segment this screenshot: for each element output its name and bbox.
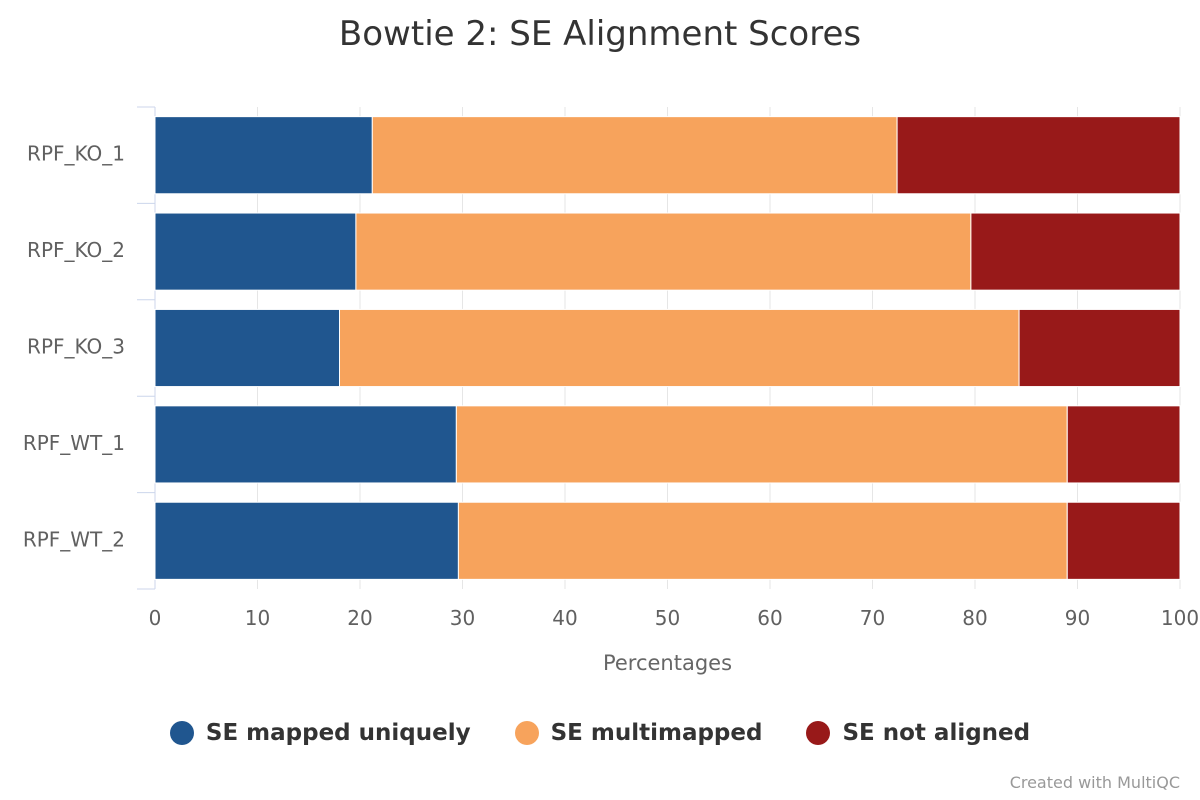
bar-segment[interactable]: [457, 501, 1068, 580]
bar-segment[interactable]: [455, 405, 1068, 484]
bar-segment[interactable]: [1066, 405, 1181, 484]
x-tick-label: 90: [1065, 606, 1090, 630]
x-tick-label: 50: [655, 606, 680, 630]
category-label: RPF_WT_1: [23, 431, 125, 455]
category-label: RPF_KO_3: [27, 335, 125, 359]
chart-title: Bowtie 2: SE Alignment Scores: [338, 14, 862, 54]
bar-segment[interactable]: [355, 212, 972, 291]
category-label: RPF_KO_2: [27, 238, 125, 262]
legend-label-multimapped: SE multimapped: [550, 720, 763, 746]
category-label: RPF_KO_1: [27, 142, 125, 166]
legend-item-multimapped[interactable]: SE multimapped: [514, 720, 763, 746]
legend-label-mapped-uniquely: SE mapped uniquely: [205, 720, 471, 746]
x-tick-label: 70: [860, 606, 885, 630]
bar-segment[interactable]: [339, 308, 1020, 388]
x-tick-label: 40: [552, 606, 577, 630]
x-tick-label: 10: [245, 606, 270, 630]
credits[interactable]: Created with MultiQC: [1009, 773, 1180, 792]
bar-segment[interactable]: [1066, 501, 1181, 580]
legend-item-mapped-uniquely[interactable]: SE mapped uniquely: [169, 720, 471, 746]
bar-segment[interactable]: [154, 212, 357, 291]
x-tick-label: 30: [450, 606, 475, 630]
bar-segment[interactable]: [970, 212, 1181, 291]
x-tick-label: 80: [962, 606, 987, 630]
chart-plot: RPF_KO_1 RPF_KO_2 RPF_KO_3 RPF_WT_1 RPF_WT_2…: [23, 106, 1199, 675]
x-tick-label: 60: [757, 606, 782, 630]
bar-segment[interactable]: [371, 116, 898, 195]
category-label: RPF_WT_2: [23, 527, 125, 551]
legend-label-not-aligned: SE not aligned: [842, 720, 1031, 746]
legend-swatch-not-aligned: [806, 721, 831, 745]
bar-segment[interactable]: [154, 501, 459, 580]
bar-segment[interactable]: [896, 116, 1181, 195]
x-tick-label: 20: [347, 606, 372, 630]
x-tick-label: 100: [1161, 606, 1199, 630]
bar-segment[interactable]: [154, 116, 373, 195]
legend: SE mapped uniquely SE multimapped SE not…: [0, 720, 1200, 746]
x-tick-label: 0: [149, 606, 162, 630]
legend-item-not-aligned[interactable]: SE not aligned: [806, 720, 1030, 746]
legend-swatch-multimapped: [514, 721, 539, 745]
bar-segment[interactable]: [154, 308, 340, 388]
bar-segment[interactable]: [154, 405, 457, 484]
bar-segment[interactable]: [1018, 308, 1181, 388]
legend-swatch-mapped-uniquely: [169, 721, 194, 745]
x-axis-title: Percentages: [603, 651, 732, 675]
